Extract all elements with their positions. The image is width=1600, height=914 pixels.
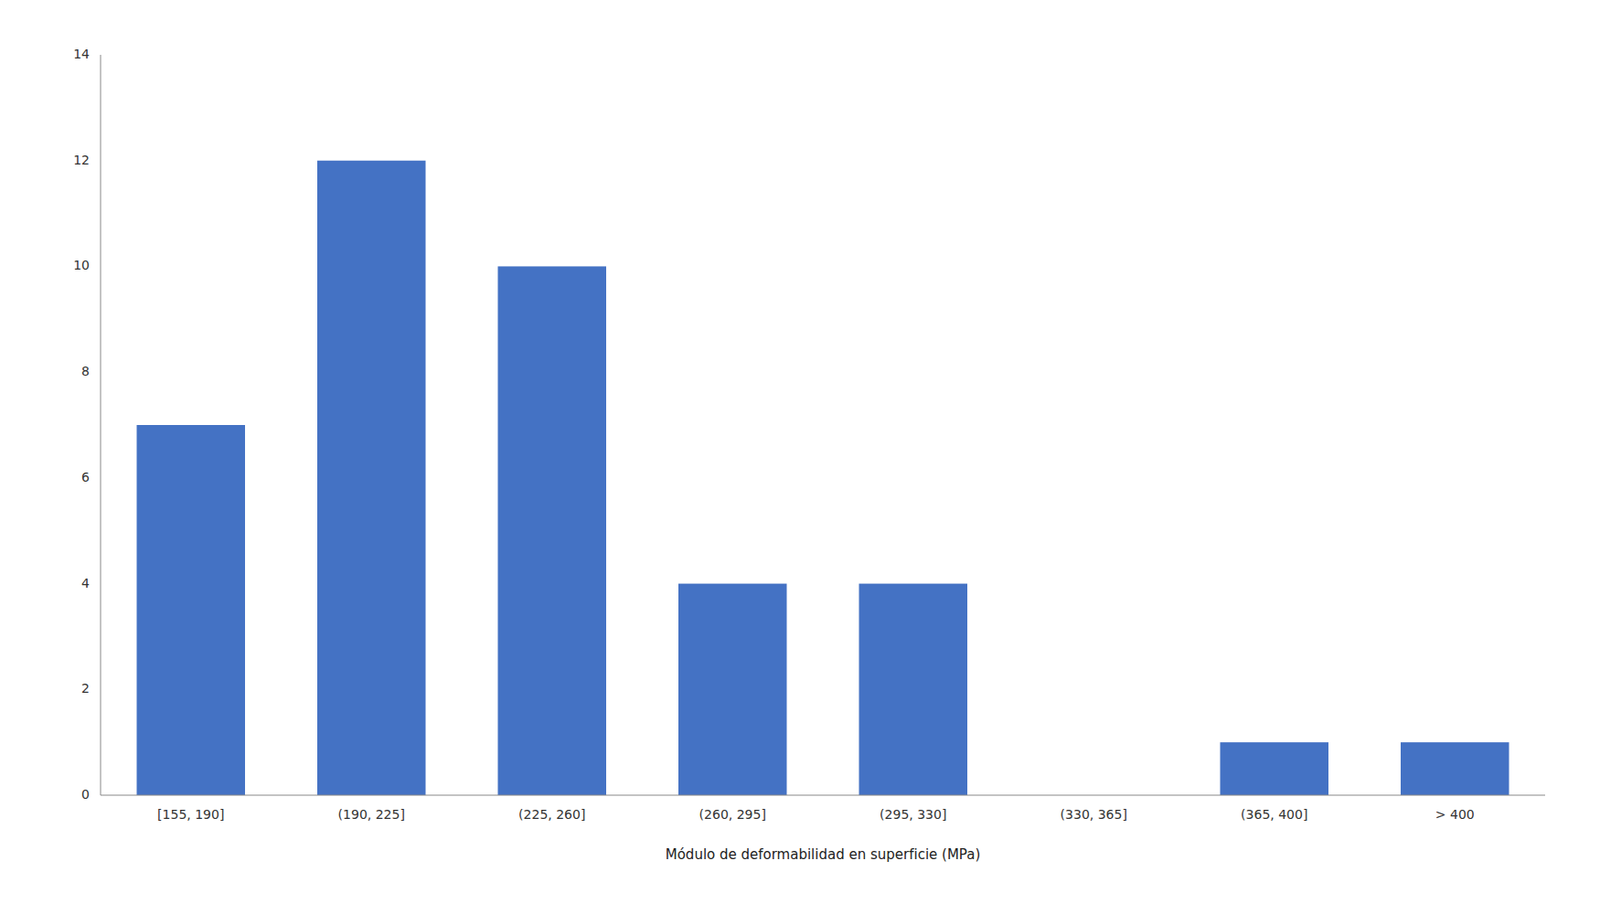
x-tick-label: (365, 400] bbox=[1240, 807, 1308, 822]
x-tick-label: [155, 190] bbox=[157, 807, 224, 822]
x-tick-label: (330, 365] bbox=[1060, 807, 1128, 822]
x-tick-label: (225, 260] bbox=[518, 807, 586, 822]
bars bbox=[137, 160, 1510, 796]
y-tick-label: 6 bbox=[81, 469, 90, 485]
chart-svg: 0 2 4 6 8 10 12 14 [155, 190] (190, 225] (225, 260… bbox=[0, 0, 1600, 914]
y-tick-label: 0 bbox=[81, 787, 90, 802]
x-tick-label: > 400 bbox=[1435, 807, 1475, 822]
y-tick-label: 10 bbox=[73, 257, 90, 273]
y-tick-label: 12 bbox=[73, 152, 90, 168]
y-tick-label: 4 bbox=[81, 576, 90, 591]
bar bbox=[498, 266, 608, 796]
bar bbox=[1220, 742, 1330, 796]
x-axis-label: Módulo de deformabilidad en superficie (… bbox=[665, 846, 982, 864]
bar bbox=[859, 584, 969, 796]
bar bbox=[678, 584, 788, 796]
chart-container: 0 2 4 6 8 10 12 14 [155, 190] (190, 225] (225, 260… bbox=[0, 0, 1600, 914]
y-axis-line bbox=[100, 54, 102, 796]
x-tick-label: (190, 225] bbox=[338, 807, 406, 822]
x-tick-label: (295, 330] bbox=[879, 807, 947, 822]
bar bbox=[1400, 742, 1510, 796]
y-tick-label: 14 bbox=[73, 46, 90, 62]
x-axis-line bbox=[100, 795, 1546, 797]
x-tick-label: (260, 295] bbox=[699, 807, 767, 822]
y-tick-label: 2 bbox=[81, 681, 90, 696]
axes: 0 2 4 6 8 10 12 14 [155, 190] (190, 225] (225, 260… bbox=[73, 46, 1546, 822]
y-tick-label: 8 bbox=[81, 363, 90, 379]
bar bbox=[317, 160, 427, 796]
bar bbox=[137, 425, 246, 796]
